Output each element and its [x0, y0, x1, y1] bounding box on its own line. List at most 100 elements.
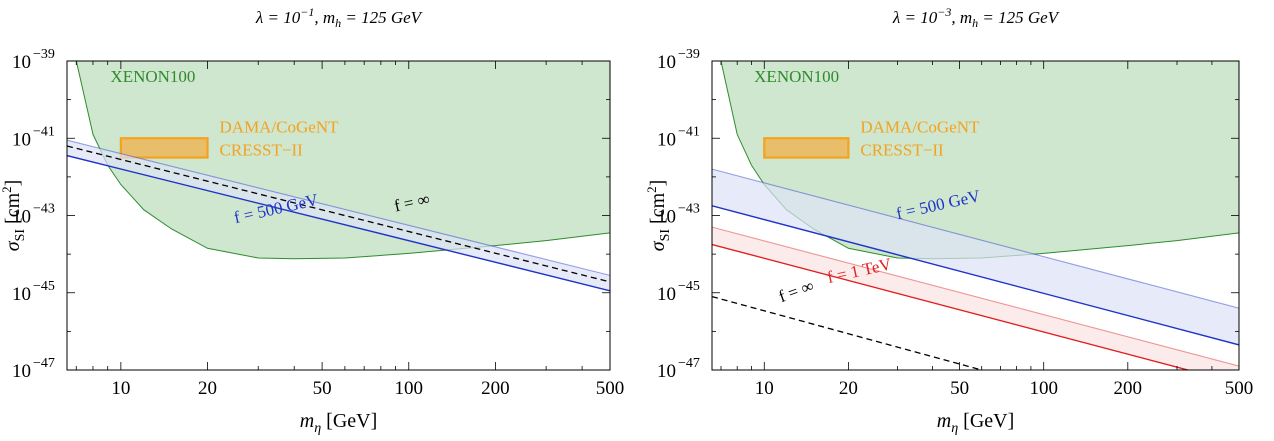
y-tick-label: 10	[657, 129, 676, 150]
dama-cogent-cresst-box	[763, 137, 850, 159]
xenon100-region	[76, 61, 610, 259]
dama-cogent-cresst-box	[119, 137, 209, 159]
y-tick-label: 10	[12, 52, 31, 73]
cresst-label: CRESST−II	[860, 141, 944, 160]
y-tick-label: 10	[657, 52, 676, 73]
y-axis-label-main: σ	[647, 240, 669, 251]
dama-cogent-label: DAMA/CoGeNT	[220, 117, 340, 136]
line-f-infinity	[67, 145, 610, 283]
cresst-label: CRESST−II	[220, 141, 304, 160]
band-lower-edge-1	[712, 205, 1239, 346]
x-tick-label: 50	[313, 378, 332, 399]
y-axis-label-unit: [cm	[647, 192, 669, 229]
y-axis-label: σSI [cm2]	[644, 180, 673, 252]
chart-title: λ = 10−3, mh = 125 GeV	[892, 5, 1061, 30]
y-tick-base: 10	[657, 207, 676, 228]
y-axis-label-main: σ	[2, 240, 24, 251]
y-tick-exponent: −41	[33, 124, 55, 139]
plot-area	[67, 61, 610, 292]
x-tick-label: 20	[839, 378, 858, 399]
x-tick-label: 200	[481, 378, 510, 399]
band-lower-edge-1	[67, 154, 610, 292]
y-axis-label-unit-exp: 2	[0, 186, 14, 193]
y-tick-label: 10	[12, 129, 31, 150]
y-tick-exponent: −41	[678, 124, 700, 139]
band-fill-1	[712, 169, 1239, 345]
band-fill-2	[712, 227, 1239, 370]
title-lambda: λ = 10	[892, 8, 938, 27]
x-tick-label: 200	[1114, 378, 1143, 399]
title-mh: , m	[314, 8, 335, 27]
y-tick-base: 10	[12, 284, 31, 305]
y-tick-base: 10	[12, 52, 31, 73]
y-tick-exponent: −43	[33, 202, 55, 217]
y-tick-exponent: −39	[33, 47, 55, 62]
y-tick-base: 10	[12, 129, 31, 150]
plot-area	[712, 61, 1239, 370]
y-tick-label: 10	[12, 207, 31, 228]
y-tick-base: 10	[657, 129, 676, 150]
band-upper-edge-2	[712, 226, 1239, 367]
y-tick-base: 10	[657, 361, 676, 382]
y-tick-exponent: −47	[33, 356, 55, 371]
x-axis-label-main: m	[300, 410, 314, 432]
x-tick-label: 50	[950, 378, 969, 399]
y-tick-exponent: −45	[33, 279, 55, 294]
y-axis-label-sub: SI	[13, 229, 28, 242]
xenon100-boundary	[720, 61, 1239, 260]
dama-cogent-label: DAMA/CoGeNT	[860, 117, 980, 136]
line-label-f-infinity: f = ∞	[776, 276, 816, 306]
band-fill-1	[67, 140, 610, 291]
y-tick-exponent: −43	[678, 202, 700, 217]
y-tick-label: 10	[12, 284, 31, 305]
y-tick-base: 10	[657, 284, 676, 305]
y-tick-label: 10	[657, 361, 676, 382]
y-tick-exponent: −45	[678, 279, 700, 294]
x-axis-label-main: m	[937, 410, 951, 432]
x-axis-label-sub: η	[951, 421, 958, 436]
y-tick-exponent: −47	[678, 356, 700, 371]
y-axis-label: σSI [cm2]	[0, 180, 28, 252]
title-mh-sub: h	[335, 16, 341, 30]
y-tick-base: 10	[657, 52, 676, 73]
title-lambda-exp: −3	[937, 5, 951, 19]
title-lambda-exp: −1	[300, 5, 314, 19]
title-mh-value: = 125 GeV	[978, 8, 1061, 27]
y-axis-label-sub: SI	[658, 229, 673, 242]
y-tick-label: 10	[657, 207, 676, 228]
x-axis-label: mη [GeV]	[300, 410, 378, 436]
chart-title: λ = 10−1, mh = 125 GeV	[255, 5, 424, 30]
x-tick-label: 10	[111, 378, 130, 399]
band-upper-edge-1	[712, 168, 1239, 309]
x-tick-label: 10	[755, 378, 774, 399]
x-tick-label: 100	[395, 378, 424, 399]
y-axis-label-unit: [cm	[2, 192, 24, 229]
x-tick-label: 20	[198, 378, 217, 399]
x-tick-label: 500	[1225, 378, 1254, 399]
x-tick-label: 500	[596, 378, 625, 399]
xenon100-label: XENON100	[754, 67, 839, 86]
band-upper-edge-1	[67, 139, 610, 276]
y-axis-label-unit-close: ]	[2, 180, 24, 187]
x-axis-label-sub: η	[314, 421, 321, 436]
y-axis-label-unit-close: ]	[647, 180, 669, 187]
x-axis-label-unit: [GeV]	[958, 410, 1014, 432]
y-tick-label: 10	[657, 284, 676, 305]
x-axis-label: mη [GeV]	[937, 410, 1015, 436]
y-tick-exponent: −39	[678, 47, 700, 62]
title-lambda: λ = 10	[255, 8, 301, 27]
y-tick-label: 10	[12, 361, 31, 382]
title-mh-value: = 125 GeV	[341, 8, 424, 27]
title-mh-sub: h	[972, 16, 978, 30]
title-mh: , m	[951, 8, 972, 27]
line-f-infinity	[712, 295, 982, 370]
y-tick-base: 10	[12, 361, 31, 382]
y-axis-label-unit-exp: 2	[644, 186, 659, 193]
x-tick-label: 100	[1029, 378, 1058, 399]
x-axis-label-unit: [GeV]	[321, 410, 377, 432]
band-lower-edge-2	[712, 243, 1191, 370]
